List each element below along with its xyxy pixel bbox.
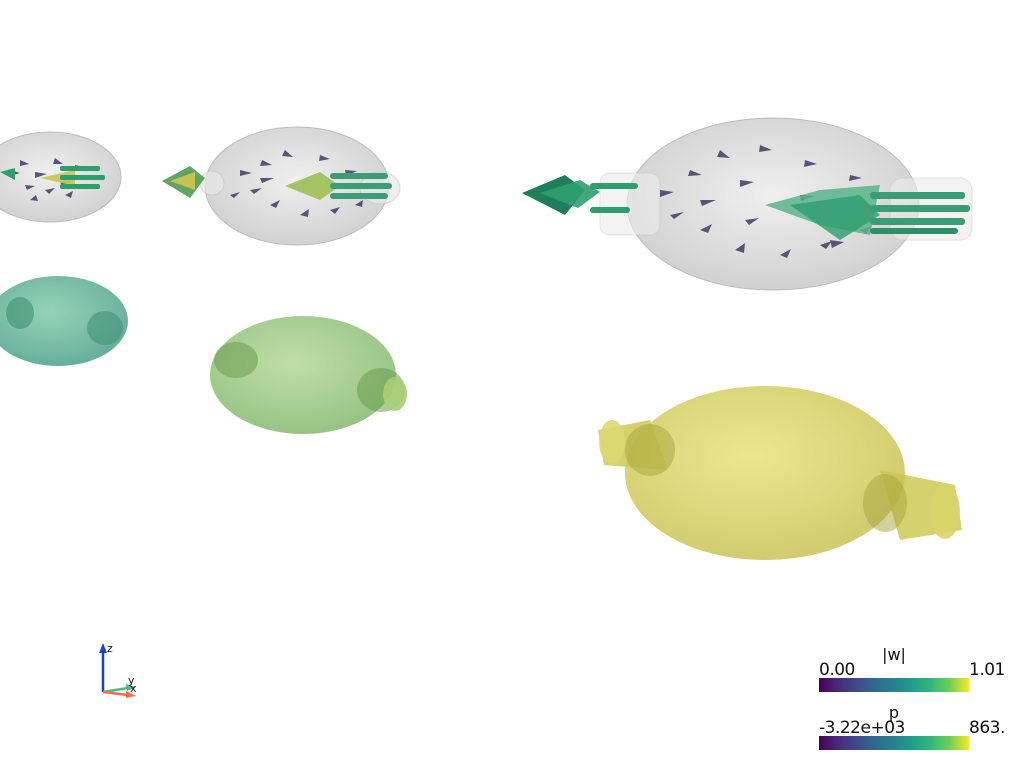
velocity-shell-middle (162, 126, 401, 246)
pressure-shell-left (0, 276, 128, 366)
scalar-bar-p: p -3.22e+03 863. (819, 703, 1019, 750)
scalar-bar-title: p (888, 703, 900, 722)
velocity-shell-left (0, 131, 122, 223)
axis-z-label: z (107, 642, 113, 655)
orientation-axes-icon: z y x (99, 642, 137, 698)
pressure-shell-middle (210, 316, 407, 434)
pressure-shell-right (598, 386, 962, 560)
scalar-bar-min: 0.00 (819, 660, 855, 680)
colormap-gradient (819, 736, 969, 750)
scalar-bar-max: 1.01 (969, 660, 1005, 680)
scalar-bar-min: -3.22e+03 (819, 718, 905, 738)
vector-glyphs-right (660, 145, 872, 258)
axis-x-label: x (130, 682, 137, 695)
axis-y-label: y (128, 674, 135, 687)
velocity-shell-right (522, 117, 973, 291)
colormap-gradient (819, 678, 969, 692)
scalar-bar-max: 863. (969, 718, 1005, 738)
scalar-bar-title: |w| (882, 645, 906, 664)
scalar-bar-w: |w| 0.00 1.01 (819, 645, 1019, 692)
inlet-arrow-glyphs-left (0, 166, 105, 189)
arrow-glyphs-middle (162, 166, 392, 200)
arrow-glyphs-right (522, 175, 970, 240)
